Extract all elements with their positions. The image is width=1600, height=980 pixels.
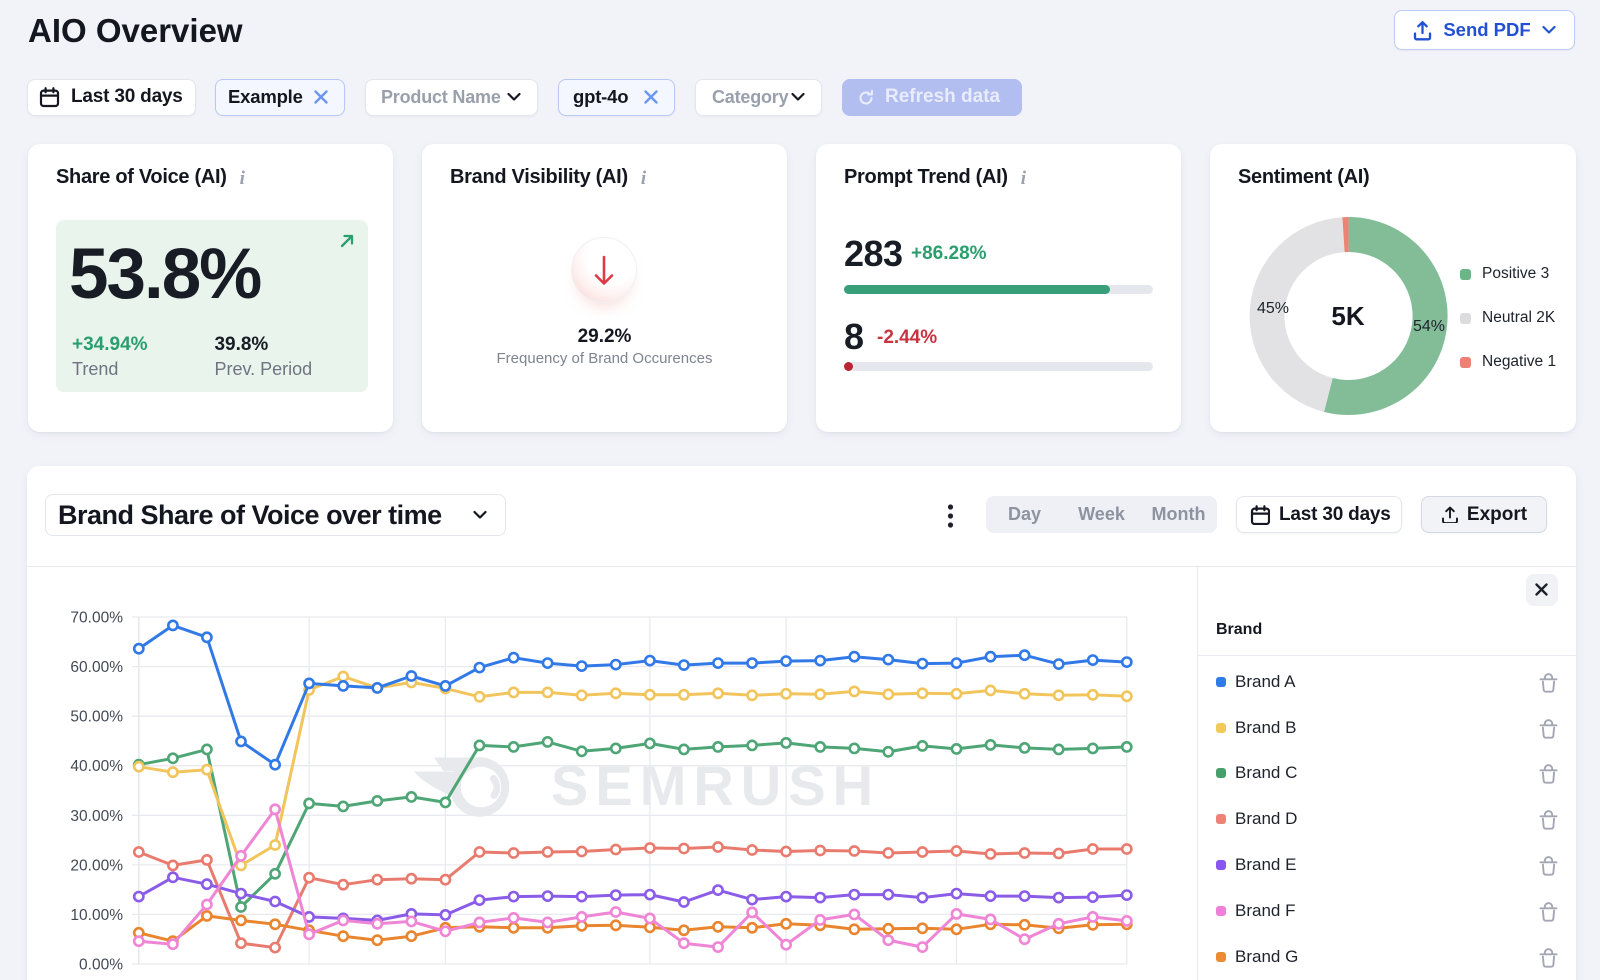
svg-text:20.00%: 20.00% [70,857,123,874]
svg-text:60.00%: 60.00% [70,659,123,676]
svg-text:0.00%: 0.00% [79,957,123,974]
svg-text:40.00%: 40.00% [70,758,123,775]
svg-text:50.00%: 50.00% [70,709,123,726]
svg-text:70.00%: 70.00% [70,610,123,627]
svg-text:30.00%: 30.00% [70,808,123,825]
svg-text:SEMRUSH: SEMRUSH [551,754,880,817]
svg-text:10.00%: 10.00% [70,907,123,924]
